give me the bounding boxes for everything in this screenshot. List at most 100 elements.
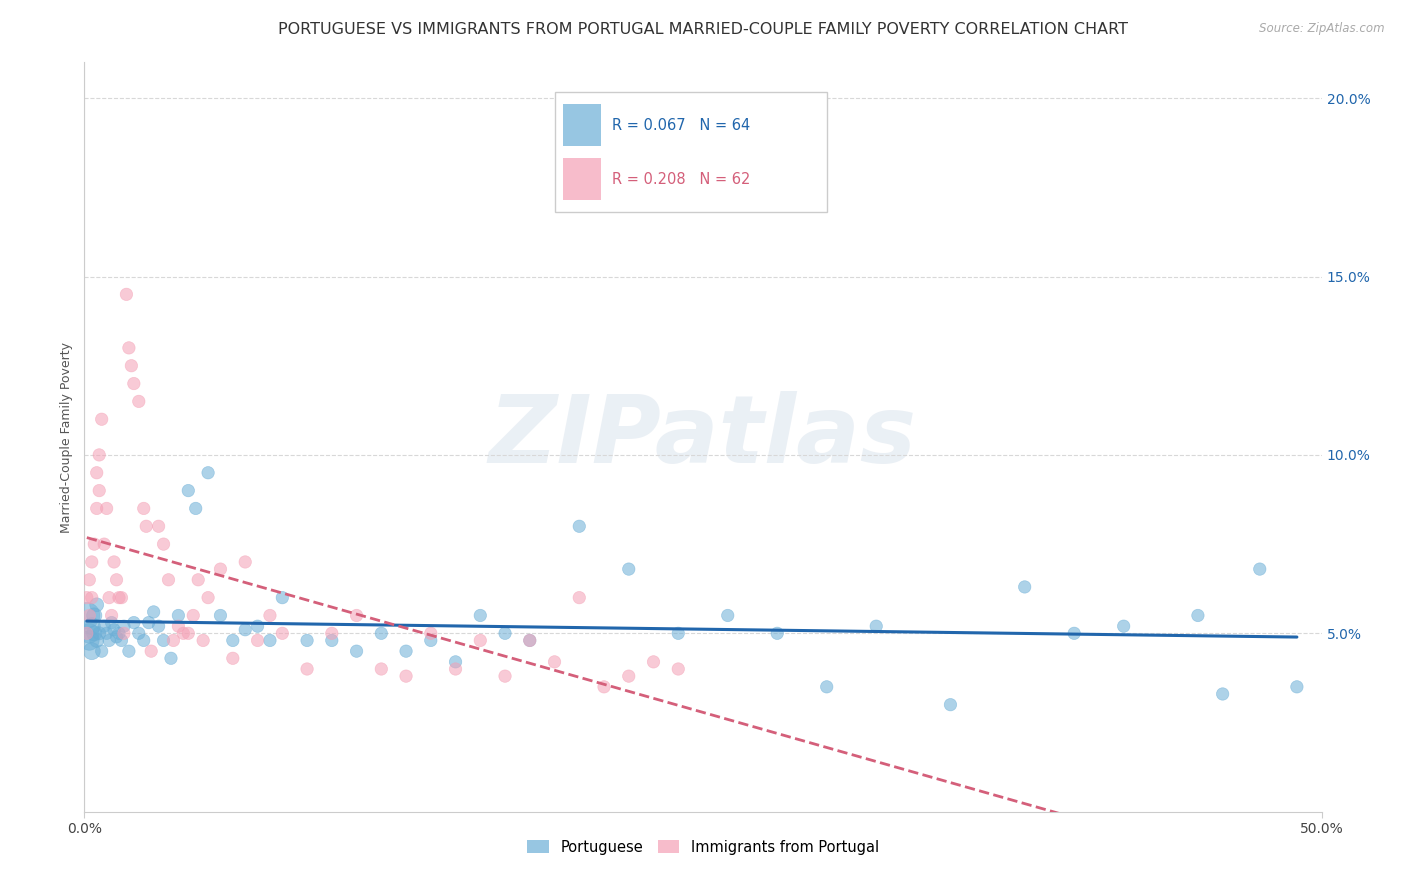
Point (152, 537, 174, 551)
Point (766, 626, 789, 640)
Point (110, 591, 132, 605)
Point (395, 669, 418, 683)
Point (815, 680, 838, 694)
Point (494, 669, 516, 683)
Point (246, 633, 269, 648)
Point (128, 626, 150, 640)
Point (470, 608, 492, 623)
Point (177, 626, 200, 640)
Point (419, 633, 441, 648)
Point (98, 633, 121, 648)
Point (86, 466, 108, 480)
Point (167, 619, 190, 633)
Point (593, 680, 616, 694)
Point (346, 608, 368, 623)
Point (80, 644, 103, 658)
Point (666, 626, 689, 640)
Point (105, 573, 128, 587)
Point (1063, 626, 1085, 640)
Point (1212, 687, 1234, 701)
Point (122, 615, 145, 630)
Point (419, 626, 441, 640)
Text: Source: ZipAtlas.com: Source: ZipAtlas.com (1260, 22, 1385, 36)
Point (494, 626, 516, 640)
Y-axis label: Married-Couple Family Poverty: Married-Couple Family Poverty (60, 342, 73, 533)
Point (271, 626, 294, 640)
Point (115, 287, 138, 301)
Point (246, 619, 269, 633)
Point (865, 619, 887, 633)
Point (76, 591, 98, 605)
Point (148, 619, 170, 633)
Point (128, 394, 150, 409)
Point (222, 651, 245, 665)
Point (110, 633, 132, 648)
Point (271, 591, 294, 605)
Point (617, 669, 640, 683)
Point (643, 655, 665, 669)
Point (103, 555, 125, 569)
Point (370, 626, 392, 640)
Point (1014, 580, 1036, 594)
Point (321, 633, 343, 648)
Point (80, 619, 103, 633)
Point (108, 626, 131, 640)
Point (79, 626, 101, 640)
Point (162, 633, 184, 648)
Point (86, 501, 108, 516)
Point (93, 619, 115, 633)
Point (191, 633, 214, 648)
Point (93, 537, 115, 551)
Point (80, 555, 103, 569)
Point (568, 591, 591, 605)
Point (112, 626, 135, 640)
Point (152, 633, 174, 648)
Point (321, 626, 343, 640)
Point (135, 519, 157, 533)
Point (96, 626, 118, 640)
Point (83, 608, 105, 623)
Point (132, 633, 155, 648)
Point (103, 623, 125, 637)
Text: PORTUGUESE VS IMMIGRANTS FROM PORTUGAL MARRIED-COUPLE FAMILY POVERTY CORRELATION: PORTUGUESE VS IMMIGRANTS FROM PORTUGAL M… (278, 22, 1128, 37)
Point (259, 633, 281, 648)
Point (90, 644, 112, 658)
Point (395, 644, 418, 658)
Point (89, 626, 111, 640)
Point (233, 555, 256, 569)
Point (76, 608, 98, 623)
Point (1112, 619, 1135, 633)
Point (181, 608, 204, 623)
Point (132, 501, 155, 516)
Point (112, 619, 135, 633)
Point (568, 519, 591, 533)
Point (222, 633, 245, 648)
Point (120, 359, 142, 373)
Point (89, 448, 111, 462)
Point (209, 562, 232, 576)
Point (80, 591, 103, 605)
Point (1187, 608, 1209, 623)
Point (470, 633, 492, 648)
Point (370, 662, 392, 676)
Point (157, 573, 180, 587)
Point (89, 483, 111, 498)
Point (148, 519, 170, 533)
Point (233, 623, 256, 637)
Point (444, 655, 467, 669)
Point (187, 573, 209, 587)
Point (90, 412, 112, 426)
Point (160, 651, 183, 665)
Legend: Portuguese, Immigrants from Portugal: Portuguese, Immigrants from Portugal (520, 834, 886, 861)
Point (98, 591, 121, 605)
Point (1285, 680, 1308, 694)
Point (86, 633, 108, 648)
Text: ZIPatlas: ZIPatlas (489, 391, 917, 483)
Point (100, 608, 122, 623)
Point (96, 501, 118, 516)
Point (717, 608, 740, 623)
Point (118, 644, 141, 658)
Point (197, 591, 219, 605)
Point (141, 644, 163, 658)
Point (76, 626, 98, 640)
